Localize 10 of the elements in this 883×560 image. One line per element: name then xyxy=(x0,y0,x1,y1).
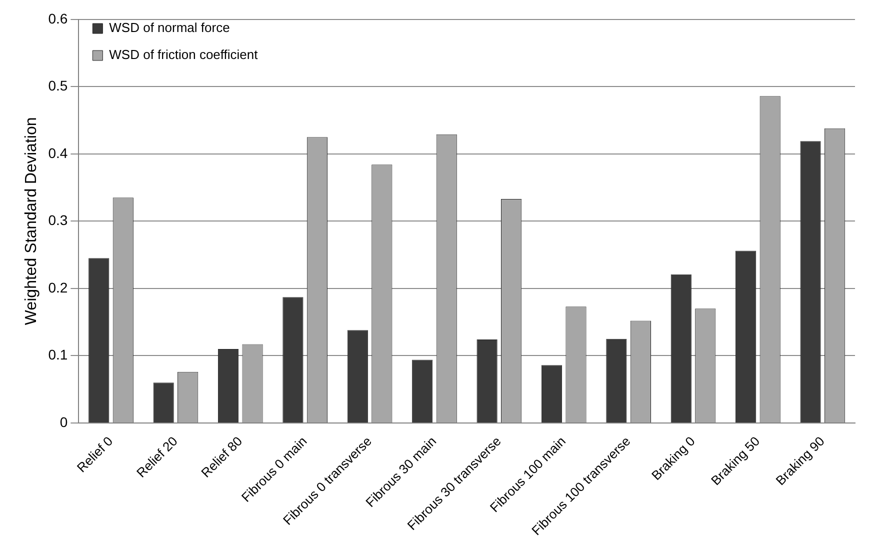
y-tick-label: 0.3 xyxy=(48,212,68,228)
y-tick-label: 0.1 xyxy=(48,346,68,363)
y-tick-label: 0.4 xyxy=(48,144,68,161)
y-tick-label: 0.2 xyxy=(48,279,68,296)
y-axis-title: Weighted Standard Deviation xyxy=(23,117,40,326)
legend-label: WSD of friction coefficient xyxy=(109,47,258,62)
y-tick-label: 0.6 xyxy=(48,10,68,26)
legend-label: WSD of normal force xyxy=(109,20,230,36)
y-tick-label: 0.5 xyxy=(48,78,68,94)
y-tick-label: 0 xyxy=(60,414,68,430)
